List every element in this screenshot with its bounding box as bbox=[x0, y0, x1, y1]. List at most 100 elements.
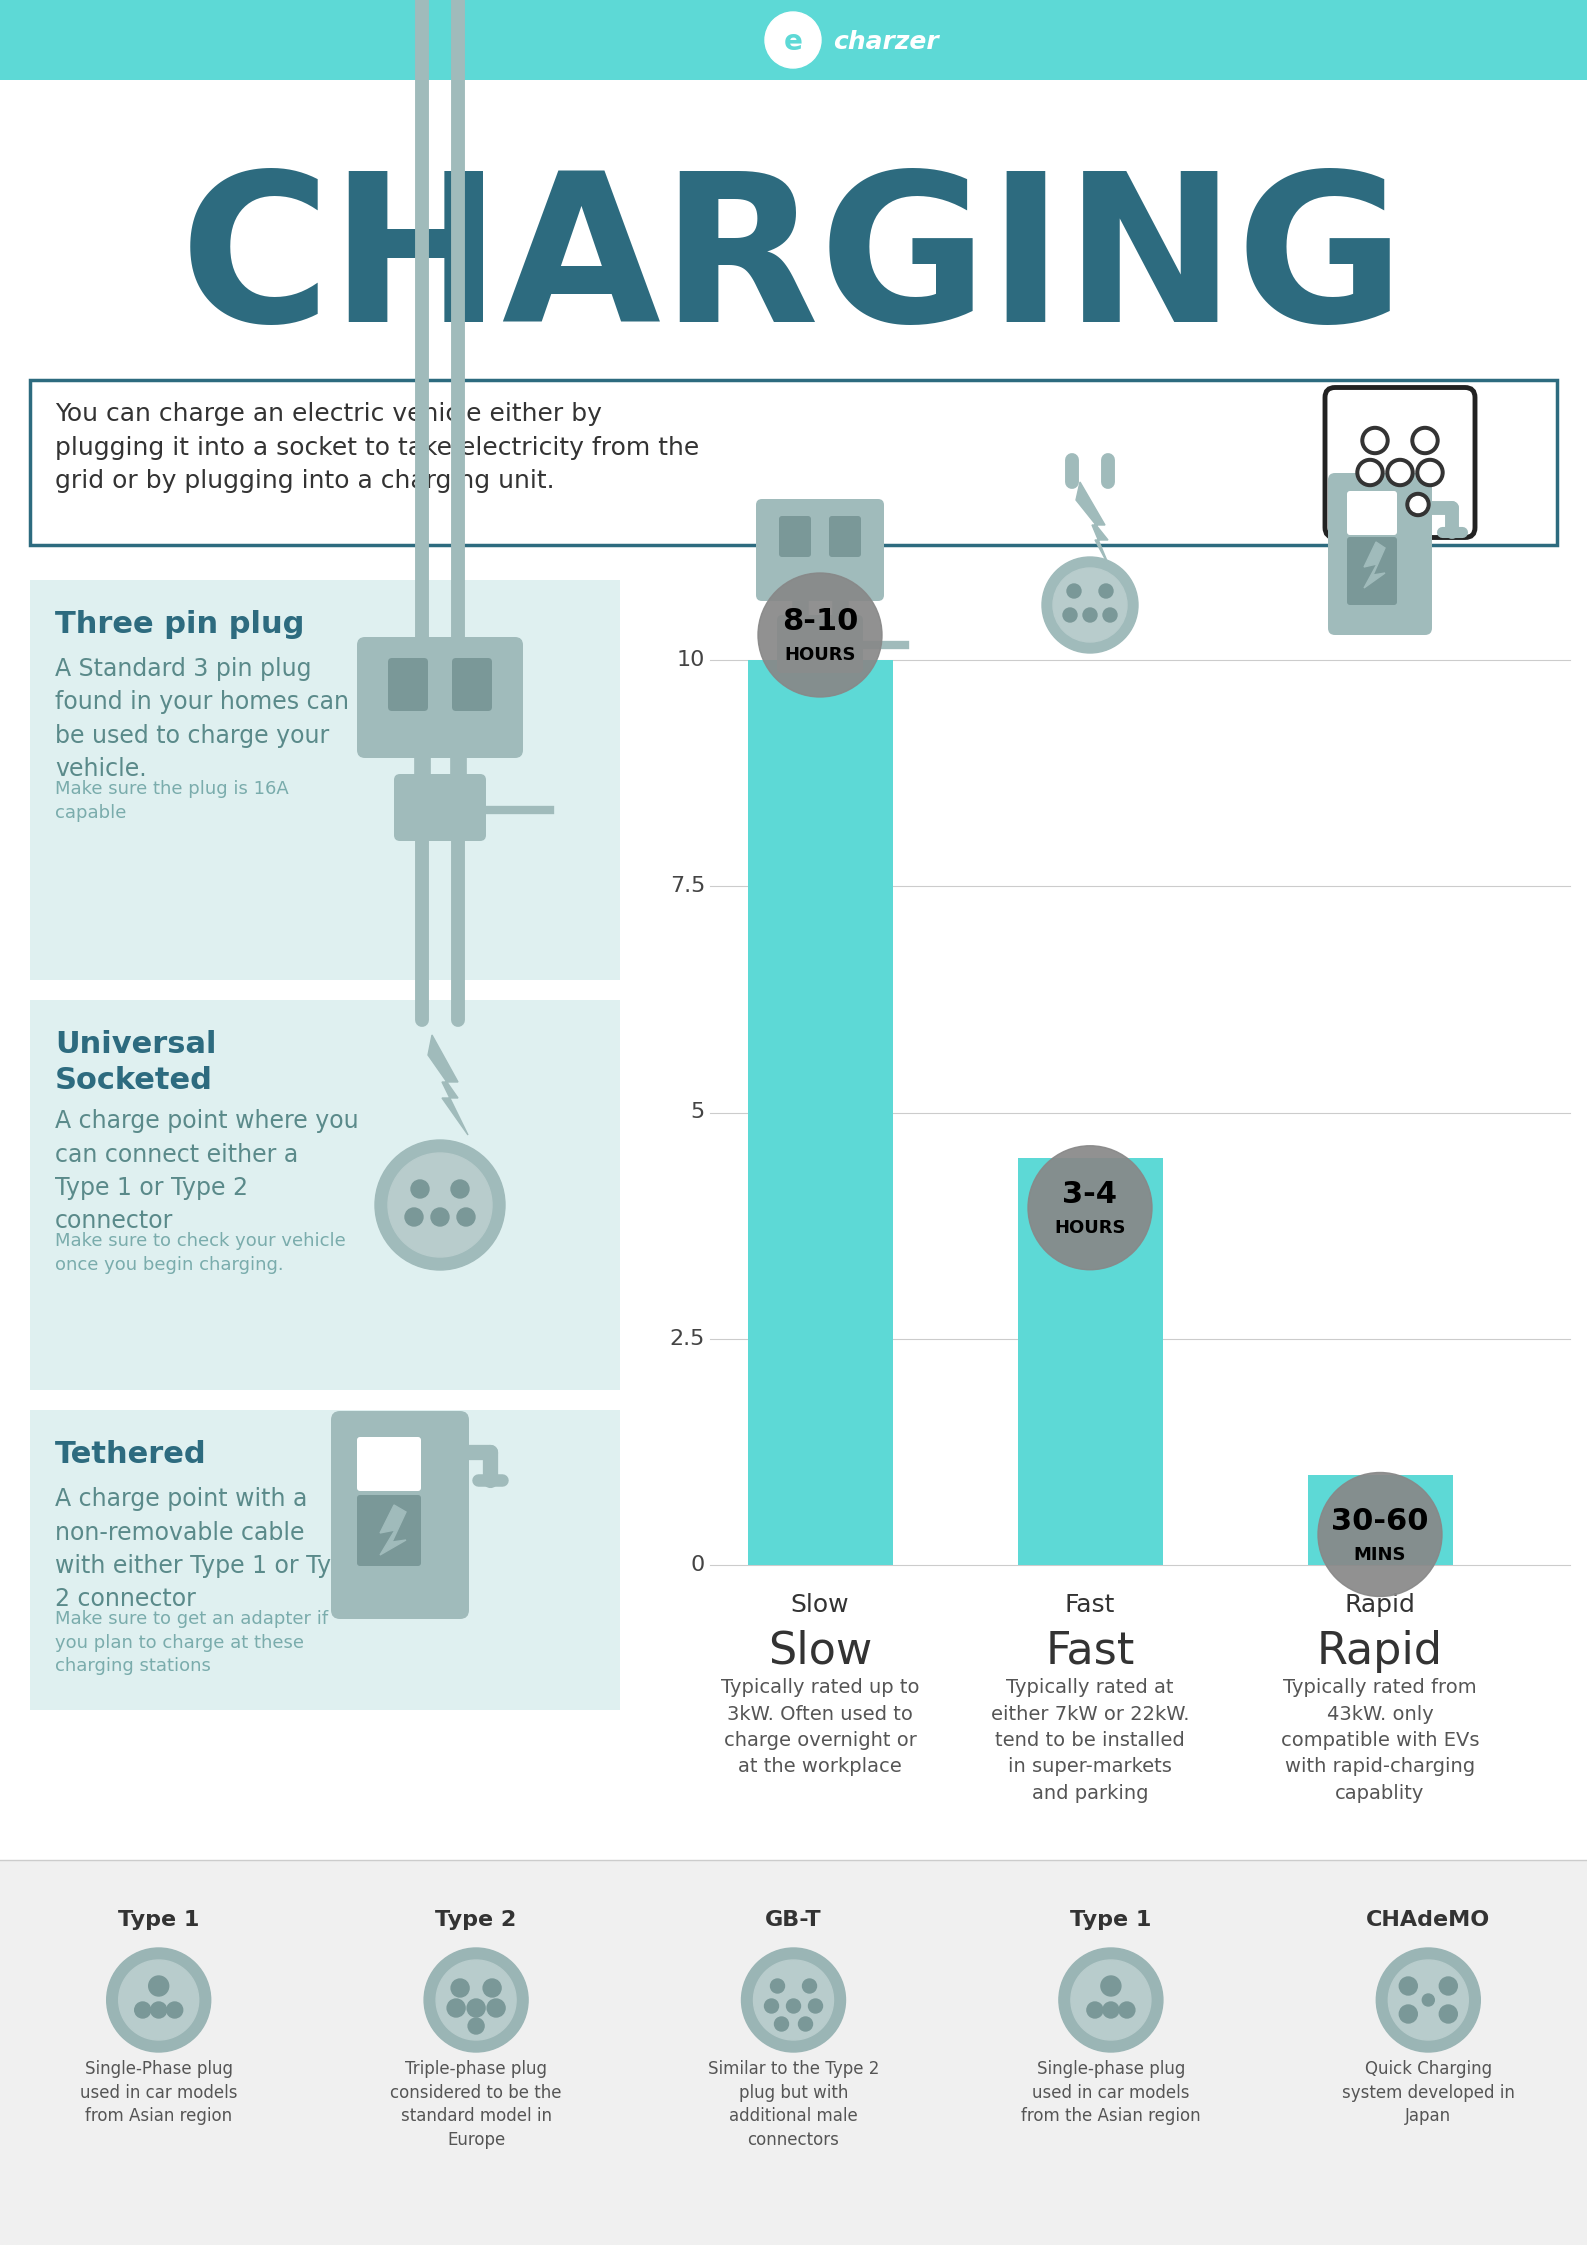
Text: Slow: Slow bbox=[790, 1594, 849, 1616]
Circle shape bbox=[765, 11, 820, 67]
Text: Make sure to check your vehicle
once you begin charging.: Make sure to check your vehicle once you… bbox=[56, 1233, 346, 1273]
Polygon shape bbox=[379, 1504, 406, 1556]
FancyBboxPatch shape bbox=[452, 658, 492, 712]
Circle shape bbox=[1360, 462, 1381, 483]
Text: 7.5: 7.5 bbox=[670, 876, 705, 896]
Text: Slow: Slow bbox=[768, 1630, 873, 1673]
Circle shape bbox=[1406, 492, 1430, 516]
Text: CHAdeMO: CHAdeMO bbox=[1366, 1910, 1490, 1931]
FancyBboxPatch shape bbox=[30, 579, 621, 981]
Circle shape bbox=[1362, 427, 1389, 453]
Bar bbox=[1017, 1158, 1163, 1565]
Circle shape bbox=[1389, 1960, 1468, 2041]
Circle shape bbox=[1409, 496, 1427, 512]
Circle shape bbox=[375, 1140, 505, 1271]
Circle shape bbox=[1439, 2005, 1457, 2023]
Text: 8-10: 8-10 bbox=[782, 608, 859, 638]
Text: Type 1: Type 1 bbox=[1070, 1910, 1152, 1931]
Text: Type 1: Type 1 bbox=[117, 1910, 200, 1931]
Text: A charge point where you
can connect either a
Type 1 or Type 2
connector: A charge point where you can connect eit… bbox=[56, 1109, 359, 1233]
FancyBboxPatch shape bbox=[1347, 537, 1397, 604]
Circle shape bbox=[1355, 458, 1384, 487]
Circle shape bbox=[457, 1208, 475, 1226]
Circle shape bbox=[1101, 1976, 1120, 1996]
FancyBboxPatch shape bbox=[1347, 492, 1397, 534]
Text: Make sure to get an adapter if
you plan to charge at these
charging stations: Make sure to get an adapter if you plan … bbox=[56, 1610, 329, 1675]
FancyBboxPatch shape bbox=[332, 1412, 470, 1619]
Circle shape bbox=[1400, 1978, 1417, 1996]
Circle shape bbox=[387, 1154, 492, 1257]
Text: Fast: Fast bbox=[1046, 1630, 1135, 1673]
Circle shape bbox=[1416, 431, 1435, 451]
Circle shape bbox=[1103, 608, 1117, 622]
Text: Type 2: Type 2 bbox=[435, 1910, 517, 1931]
Circle shape bbox=[1066, 584, 1081, 597]
Circle shape bbox=[468, 2018, 484, 2034]
Circle shape bbox=[151, 2003, 167, 2018]
Circle shape bbox=[411, 1181, 428, 1199]
Text: HOURS: HOURS bbox=[1054, 1219, 1125, 1237]
Polygon shape bbox=[428, 1035, 468, 1136]
Circle shape bbox=[436, 1960, 516, 2041]
Text: charzer: charzer bbox=[833, 29, 940, 54]
Text: Typically rated up to
3kW. Often used to
charge overnight or
at the workplace: Typically rated up to 3kW. Often used to… bbox=[720, 1677, 919, 1776]
Text: e: e bbox=[784, 27, 803, 56]
Circle shape bbox=[424, 1949, 528, 2052]
Circle shape bbox=[451, 1181, 470, 1199]
FancyBboxPatch shape bbox=[30, 999, 621, 1390]
Circle shape bbox=[149, 1976, 168, 1996]
Polygon shape bbox=[1076, 483, 1109, 568]
Text: 10: 10 bbox=[676, 651, 705, 669]
Text: Typically rated from
43kW. only
compatible with EVs
with rapid-charging
capablit: Typically rated from 43kW. only compatib… bbox=[1281, 1677, 1479, 1803]
Circle shape bbox=[1439, 1978, 1457, 1996]
FancyBboxPatch shape bbox=[357, 1437, 421, 1491]
Circle shape bbox=[1422, 1994, 1435, 2007]
Circle shape bbox=[467, 1998, 486, 2016]
Text: MINS: MINS bbox=[1354, 1545, 1406, 1563]
Circle shape bbox=[405, 1208, 424, 1226]
Circle shape bbox=[787, 1998, 800, 2014]
FancyBboxPatch shape bbox=[387, 658, 428, 712]
Circle shape bbox=[1385, 458, 1414, 487]
FancyBboxPatch shape bbox=[779, 516, 811, 557]
Circle shape bbox=[1063, 608, 1078, 622]
FancyBboxPatch shape bbox=[357, 638, 524, 759]
FancyBboxPatch shape bbox=[1325, 388, 1474, 537]
Circle shape bbox=[432, 1208, 449, 1226]
Circle shape bbox=[1370, 492, 1393, 516]
Circle shape bbox=[1420, 462, 1439, 483]
Circle shape bbox=[1411, 427, 1439, 453]
Bar bbox=[0, 1861, 1587, 2245]
FancyBboxPatch shape bbox=[30, 379, 1557, 546]
Circle shape bbox=[1365, 431, 1385, 451]
Circle shape bbox=[135, 2003, 151, 2018]
Text: You can charge an electric vehicle either by
plugging it into a socket to take e: You can charge an electric vehicle eithe… bbox=[56, 402, 700, 494]
Polygon shape bbox=[1363, 541, 1385, 588]
Circle shape bbox=[1317, 1473, 1443, 1596]
FancyBboxPatch shape bbox=[828, 516, 862, 557]
Circle shape bbox=[1119, 2003, 1135, 2018]
Circle shape bbox=[106, 1949, 211, 2052]
Circle shape bbox=[1087, 2003, 1103, 2018]
Text: Three pin plug: Three pin plug bbox=[56, 611, 305, 640]
Text: Typically rated at
either 7kW or 22kW.
tend to be installed
in super-markets
and: Typically rated at either 7kW or 22kW. t… bbox=[990, 1677, 1189, 1803]
Text: 3-4: 3-4 bbox=[1063, 1181, 1117, 1210]
Circle shape bbox=[759, 572, 882, 696]
Circle shape bbox=[1374, 496, 1390, 512]
Circle shape bbox=[1390, 462, 1409, 483]
Circle shape bbox=[1059, 1949, 1163, 2052]
Circle shape bbox=[1043, 557, 1138, 653]
Circle shape bbox=[451, 1980, 470, 1998]
Text: CHARGING: CHARGING bbox=[179, 164, 1406, 366]
Text: A charge point with a
non-removable cable
with either Type 1 or Type
2 connector: A charge point with a non-removable cabl… bbox=[56, 1486, 360, 1612]
Text: Quick Charging
system developed in
Japan: Quick Charging system developed in Japan bbox=[1343, 2061, 1514, 2126]
Text: 30-60: 30-60 bbox=[1331, 1506, 1428, 1536]
Circle shape bbox=[1400, 2005, 1417, 2023]
Circle shape bbox=[771, 1980, 784, 1994]
FancyBboxPatch shape bbox=[357, 1495, 421, 1567]
Circle shape bbox=[1028, 1145, 1152, 1271]
Circle shape bbox=[1376, 1949, 1481, 2052]
FancyBboxPatch shape bbox=[778, 615, 863, 673]
Text: GB-T: GB-T bbox=[765, 1910, 822, 1931]
Text: Rapid: Rapid bbox=[1344, 1594, 1416, 1616]
